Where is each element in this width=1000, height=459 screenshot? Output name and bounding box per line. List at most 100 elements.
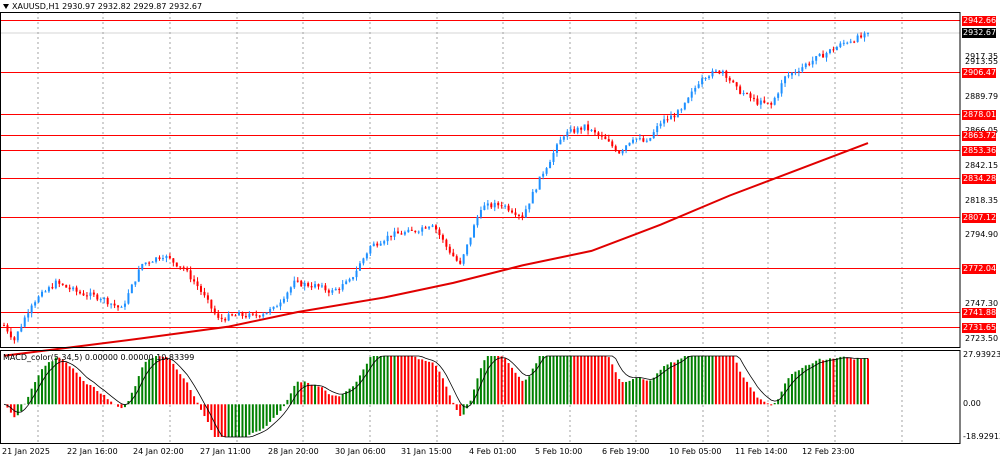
candle-body: [770, 103, 773, 105]
candle-body: [355, 270, 358, 278]
candle-body: [625, 145, 628, 151]
candle-body: [732, 80, 735, 83]
level-price-label: 2772.04: [962, 263, 997, 274]
candle-body: [320, 285, 323, 287]
candle-body: [507, 205, 510, 211]
candle-body: [72, 287, 75, 290]
candle-body: [58, 280, 61, 284]
candle-body: [41, 291, 44, 297]
candle-body: [694, 87, 697, 92]
candle-body: [528, 203, 531, 210]
candle-body: [690, 91, 693, 98]
candle-body: [531, 191, 534, 204]
candle-body: [348, 279, 351, 282]
candle-body: [828, 49, 831, 53]
candle-body: [839, 43, 842, 48]
candle-body: [818, 53, 821, 57]
candle-body: [314, 284, 317, 288]
candle-body: [835, 47, 838, 51]
level-price-label: 2834.28: [962, 173, 997, 184]
candle-body: [47, 287, 50, 292]
candle-body: [113, 303, 116, 306]
candle-body: [590, 129, 593, 131]
candle-body: [410, 229, 413, 231]
time-tick-label: 4 Feb 01:00: [469, 447, 517, 456]
candle-body: [790, 72, 793, 76]
price-tick-label: 2842.15: [965, 161, 999, 171]
candle-body: [130, 284, 133, 294]
candle-body: [210, 299, 213, 309]
chart-symbol-header[interactable]: XAUUSD,H1 2930.97 2932.82 2929.87 2932.6…: [3, 2, 202, 11]
candle-body: [701, 78, 704, 85]
price-tick-label: 2818.35: [965, 195, 999, 205]
candle-body: [68, 287, 71, 290]
candle-body: [148, 262, 151, 264]
candle-body: [27, 313, 30, 318]
price-tick-label: 2723.50: [965, 333, 999, 343]
candle-body: [504, 205, 507, 207]
candle-body: [151, 261, 154, 263]
candle-body: [372, 243, 375, 247]
level-price-label: 2906.47: [962, 67, 997, 78]
candle-body: [141, 264, 144, 270]
ohlc-values: 2930.97 2932.82 2929.87 2932.67: [62, 2, 203, 11]
candle-body: [286, 292, 289, 299]
candle-body: [476, 216, 479, 226]
candle-body: [853, 41, 856, 43]
candle-body: [220, 317, 223, 319]
current-price-label: 2932.67: [962, 28, 997, 38]
candle-body: [621, 150, 624, 154]
candle-body: [96, 294, 99, 300]
candle-body: [85, 295, 88, 297]
candle-body: [580, 127, 583, 130]
candle-body: [303, 283, 306, 287]
candle-body: [846, 42, 849, 44]
candle-body: [258, 315, 261, 317]
candle-body: [784, 76, 787, 84]
time-tick-label: 10 Feb 05:00: [669, 447, 722, 456]
candle-body: [269, 308, 272, 313]
macd-tick-label: -18.92913: [963, 432, 1000, 441]
level-price-label: 2741.88: [962, 307, 997, 318]
candle-body: [182, 267, 185, 269]
candle-body: [676, 110, 679, 118]
candle-body: [490, 203, 493, 208]
candle-body: [842, 42, 845, 44]
candle-body: [645, 140, 648, 142]
candle-body: [165, 256, 168, 259]
candle-body: [714, 70, 717, 72]
time-tick-label: 12 Feb 23:00: [802, 447, 855, 456]
candle-body: [203, 291, 206, 296]
candle-body: [597, 132, 600, 136]
candle-body: [92, 292, 95, 295]
candle-body: [759, 100, 762, 105]
candle-body: [54, 280, 57, 289]
candle-body: [400, 233, 403, 235]
candle-body: [383, 241, 386, 244]
candle-body: [189, 270, 192, 280]
candle-body: [867, 32, 869, 34]
candle-body: [241, 312, 244, 316]
candle-body: [272, 306, 275, 309]
candle-body: [75, 287, 78, 292]
candle-body: [334, 288, 337, 291]
candle-body: [144, 262, 147, 265]
candle-body: [9, 331, 12, 338]
candle-body: [186, 268, 189, 271]
candle-body: [521, 215, 524, 218]
candle-body: [282, 298, 285, 303]
candle-body: [123, 303, 126, 307]
candle-body: [455, 256, 458, 261]
price-tick-label: 2913.55: [965, 57, 999, 67]
candle-body: [238, 312, 241, 316]
horizontal-level-lines[interactable]: [0, 20, 960, 328]
price-tick-label: 2889.79: [965, 91, 999, 101]
candle-body: [728, 77, 731, 81]
candle-body: [479, 209, 482, 217]
candle-body: [30, 305, 33, 314]
candle-body: [742, 93, 745, 95]
symbol-name: XAUUSD,H1: [12, 2, 60, 11]
dropdown-triangle-icon[interactable]: [3, 4, 9, 9]
candle-body: [51, 287, 54, 289]
